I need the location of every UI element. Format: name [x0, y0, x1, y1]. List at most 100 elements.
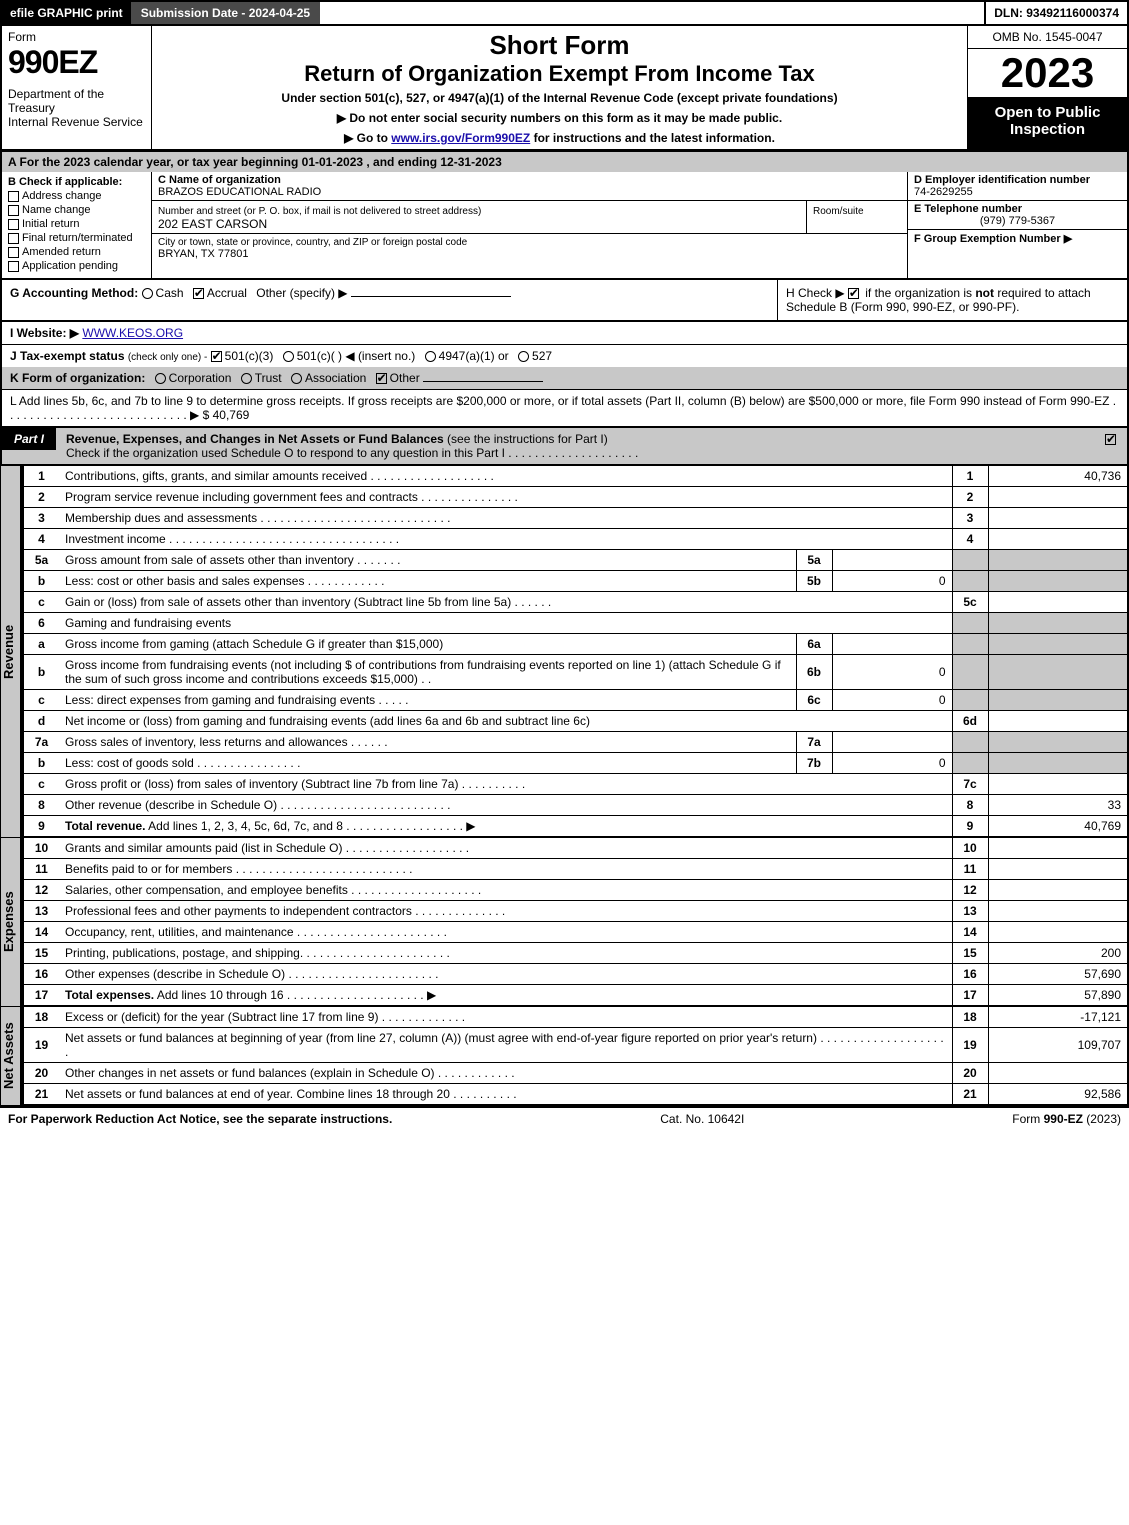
line-description: Gross profit or (loss) from sales of inv…	[59, 774, 952, 795]
tel-label: E Telephone number	[914, 203, 1022, 215]
section-bcd: B Check if applicable: Address change Na…	[0, 172, 1129, 280]
result-line-number: 1	[952, 466, 988, 487]
b-opt-final[interactable]: Final return/terminated	[8, 232, 145, 244]
line-number: 3	[23, 508, 59, 529]
line-description: Salaries, other compensation, and employ…	[59, 880, 952, 901]
result-value: -17,121	[988, 1007, 1128, 1028]
omb-number: OMB No. 1545-0047	[968, 26, 1127, 49]
checkbox-icon[interactable]	[193, 288, 204, 299]
line-number: 9	[23, 816, 59, 837]
other-specify-line[interactable]	[351, 296, 511, 297]
radio-icon[interactable]	[518, 351, 529, 362]
line-number: 5a	[23, 550, 59, 571]
checkbox-icon[interactable]	[8, 247, 19, 258]
checkbox-icon[interactable]	[8, 191, 19, 202]
part-i-checkbox[interactable]	[1097, 428, 1127, 446]
table-row: cGross profit or (loss) from sales of in…	[23, 774, 1128, 795]
topbar-spacer	[320, 2, 984, 24]
result-line-number: 2	[952, 487, 988, 508]
grey-cell	[988, 690, 1128, 711]
website-link[interactable]: WWW.KEOS.ORG	[82, 326, 183, 340]
k-label: K Form of organization:	[10, 371, 145, 385]
result-value	[988, 487, 1128, 508]
line-number: 21	[23, 1084, 59, 1105]
checkbox-icon[interactable]	[8, 205, 19, 216]
result-value	[988, 922, 1128, 943]
checkbox-icon[interactable]	[8, 233, 19, 244]
h-check: H Check ▶ if the organization is not req…	[777, 280, 1127, 320]
checkbox-icon[interactable]	[1105, 434, 1116, 445]
table-row: 10Grants and similar amounts paid (list …	[23, 838, 1128, 859]
radio-icon[interactable]	[155, 373, 166, 384]
b-opt-amended[interactable]: Amended return	[8, 246, 145, 258]
return-title: Return of Organization Exempt From Incom…	[304, 61, 815, 87]
result-line-number: 19	[952, 1028, 988, 1063]
row-a-tax-year: A For the 2023 calendar year, or tax yea…	[0, 152, 1129, 172]
checkbox-icon[interactable]	[211, 351, 222, 362]
result-value: 40,769	[988, 816, 1128, 837]
department-label: Department of the Treasury Internal Reve…	[8, 87, 145, 129]
efile-label[interactable]: efile GRAPHIC print	[2, 2, 131, 24]
radio-icon[interactable]	[142, 288, 153, 299]
radio-icon[interactable]	[283, 351, 294, 362]
table-row: 2Program service revenue including gover…	[23, 487, 1128, 508]
table-row: 12Salaries, other compensation, and empl…	[23, 880, 1128, 901]
result-line-number: 9	[952, 816, 988, 837]
subline-value: 0	[832, 753, 952, 774]
result-line-number: 10	[952, 838, 988, 859]
header-mid: Short Form Return of Organization Exempt…	[152, 26, 967, 149]
b-opt-name[interactable]: Name change	[8, 204, 145, 216]
table-row: bLess: cost or other basis and sales exp…	[23, 571, 1128, 592]
b-opt-pending[interactable]: Application pending	[8, 260, 145, 272]
line-number: 15	[23, 943, 59, 964]
i-label: I Website: ▶	[10, 326, 79, 340]
grey-cell	[988, 732, 1128, 753]
radio-icon[interactable]	[241, 373, 252, 384]
table-row: 21Net assets or fund balances at end of …	[23, 1084, 1128, 1105]
line-number: 1	[23, 466, 59, 487]
org-city: BRYAN, TX 77801	[158, 248, 249, 260]
b-opt-initial[interactable]: Initial return	[8, 218, 145, 230]
checkbox-icon[interactable]	[8, 219, 19, 230]
grey-cell	[952, 571, 988, 592]
checkbox-icon[interactable]	[8, 261, 19, 272]
revenue-side-label: Revenue	[0, 466, 22, 837]
result-line-number: 4	[952, 529, 988, 550]
grey-cell	[952, 613, 988, 634]
form-number: 990EZ	[8, 44, 145, 81]
b-label: B Check if applicable:	[8, 176, 145, 188]
ein-label: D Employer identification number	[914, 174, 1090, 186]
checkbox-icon[interactable]	[376, 373, 387, 384]
result-line-number: 5c	[952, 592, 988, 613]
c-street-label: Number and street (or P. O. box, if mail…	[158, 206, 481, 217]
b-opt-address[interactable]: Address change	[8, 190, 145, 202]
line-number: 18	[23, 1007, 59, 1028]
result-value: 33	[988, 795, 1128, 816]
line-description: Gaming and fundraising events	[59, 613, 952, 634]
line-description: Program service revenue including govern…	[59, 487, 952, 508]
line-number: c	[23, 592, 59, 613]
line-description: Benefits paid to or for members . . . . …	[59, 859, 952, 880]
footer-mid: Cat. No. 10642I	[660, 1112, 744, 1126]
line-description: Professional fees and other payments to …	[59, 901, 952, 922]
g-label: G Accounting Method:	[10, 286, 138, 300]
radio-icon[interactable]	[425, 351, 436, 362]
other-org-line[interactable]	[423, 381, 543, 382]
result-value: 200	[988, 943, 1128, 964]
org-street: 202 EAST CARSON	[158, 217, 267, 231]
result-line-number: 20	[952, 1063, 988, 1084]
line-number: a	[23, 634, 59, 655]
column-c: C Name of organization BRAZOS EDUCATIONA…	[152, 172, 907, 278]
line-number: 11	[23, 859, 59, 880]
subline-number: 6a	[796, 634, 832, 655]
result-line-number: 16	[952, 964, 988, 985]
checkbox-icon[interactable]	[848, 288, 859, 299]
line-number: 7a	[23, 732, 59, 753]
table-row: 9Total revenue. Add lines 1, 2, 3, 4, 5c…	[23, 816, 1128, 837]
table-row: 17Total expenses. Add lines 10 through 1…	[23, 985, 1128, 1006]
irs-link[interactable]: www.irs.gov/Form990EZ	[391, 131, 530, 145]
radio-icon[interactable]	[291, 373, 302, 384]
d-tel-row: E Telephone number (979) 779-5367	[908, 201, 1127, 230]
result-line-number: 21	[952, 1084, 988, 1105]
subline-value	[832, 732, 952, 753]
